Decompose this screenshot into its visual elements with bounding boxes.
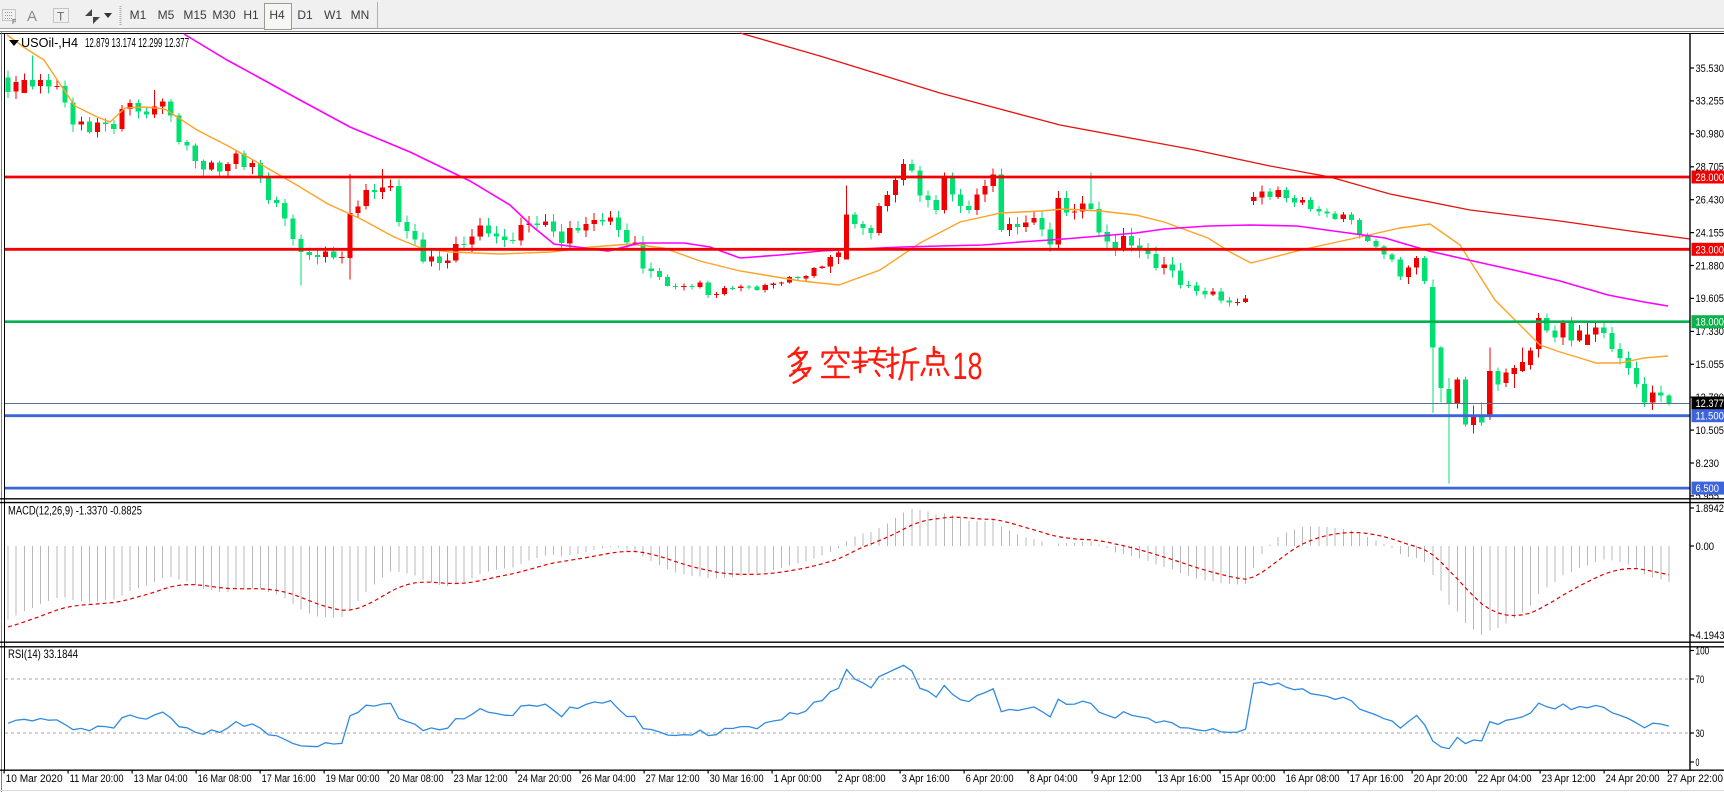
svg-text:12.879 13.174 12.299 12.377: 12.879 13.174 12.299 12.377 [85,36,189,50]
svg-text:17 Apr 16:00: 17 Apr 16:00 [1350,773,1404,785]
svg-text:1 Apr 00:00: 1 Apr 00:00 [774,773,822,785]
svg-text:16 Apr 08:00: 16 Apr 08:00 [1286,773,1340,785]
svg-text:15 Apr 00:00: 15 Apr 00:00 [1222,773,1276,785]
svg-text:17 Mar 16:00: 17 Mar 16:00 [262,773,316,785]
svg-text:13 Mar 04:00: 13 Mar 04:00 [134,773,188,785]
svg-text:10 Mar 2020: 10 Mar 2020 [6,773,63,785]
svg-text:33.255: 33.255 [1696,96,1724,108]
svg-text:30.980: 30.980 [1696,129,1724,141]
svg-text:100: 100 [1696,645,1710,657]
svg-text:30 Mar 16:00: 30 Mar 16:00 [710,773,764,785]
svg-text:24 Mar 20:00: 24 Mar 20:00 [518,773,572,785]
svg-text:USOil-,H4: USOil-,H4 [21,36,78,50]
svg-text:F: F [12,19,16,26]
svg-text:11 Mar 20:00: 11 Mar 20:00 [70,773,124,785]
svg-text:9 Apr 12:00: 9 Apr 12:00 [1094,773,1142,785]
svg-text:10.505: 10.505 [1696,425,1724,437]
svg-text:RSI(14) 33.1844: RSI(14) 33.1844 [8,647,78,661]
svg-text:13 Apr 16:00: 13 Apr 16:00 [1158,773,1212,785]
svg-text:12.377: 12.377 [1696,398,1724,410]
svg-text:28.000: 28.000 [1696,172,1724,184]
svg-text:24.155: 24.155 [1696,227,1724,239]
svg-text:21.880: 21.880 [1696,260,1724,272]
svg-text:8.230: 8.230 [1696,458,1720,470]
svg-text:6.500: 6.500 [1696,483,1720,495]
svg-text:27 Mar 12:00: 27 Mar 12:00 [646,773,700,785]
svg-text:20 Mar 08:00: 20 Mar 08:00 [390,773,444,785]
svg-text:24 Apr 20:00: 24 Apr 20:00 [1606,773,1660,785]
svg-text:-4.1943: -4.1943 [1693,630,1724,642]
svg-text:0.00: 0.00 [1696,541,1715,553]
svg-text:19 Mar 00:00: 19 Mar 00:00 [326,773,380,785]
svg-text:8 Apr 04:00: 8 Apr 04:00 [1030,773,1078,785]
svg-text:70: 70 [1696,674,1705,686]
svg-text:23 Apr 12:00: 23 Apr 12:00 [1542,773,1596,785]
svg-text:3 Apr 16:00: 3 Apr 16:00 [902,773,950,785]
svg-text:15.055: 15.055 [1696,359,1724,371]
svg-text:23.000: 23.000 [1696,244,1724,256]
svg-text:35.530: 35.530 [1696,63,1724,75]
svg-text:27 Apr 22:00: 27 Apr 22:00 [1667,773,1723,785]
svg-text:T: T [57,10,65,24]
svg-text:A: A [27,8,37,25]
svg-text:23 Mar 12:00: 23 Mar 12:00 [454,773,508,785]
svg-text:6 Apr 20:00: 6 Apr 20:00 [966,773,1014,785]
svg-text:18: 18 [953,346,983,388]
svg-text:30: 30 [1696,728,1705,740]
svg-text:22 Apr 04:00: 22 Apr 04:00 [1478,773,1532,785]
svg-text:0: 0 [1696,757,1700,769]
svg-text:26 Mar 04:00: 26 Mar 04:00 [582,773,636,785]
svg-text:2 Apr 08:00: 2 Apr 08:00 [838,773,886,785]
svg-text:26.430: 26.430 [1696,195,1724,207]
svg-text:MACD(12,26,9) -1.3370 -0.8825: MACD(12,26,9) -1.3370 -0.8825 [8,504,142,518]
svg-text:18.000: 18.000 [1696,317,1724,329]
svg-text:11.500: 11.500 [1696,411,1724,423]
svg-text:20 Apr 20:00: 20 Apr 20:00 [1414,773,1468,785]
svg-text:1.8942: 1.8942 [1696,503,1724,515]
svg-text:19.605: 19.605 [1696,293,1724,305]
svg-text:16 Mar 08:00: 16 Mar 08:00 [198,773,252,785]
